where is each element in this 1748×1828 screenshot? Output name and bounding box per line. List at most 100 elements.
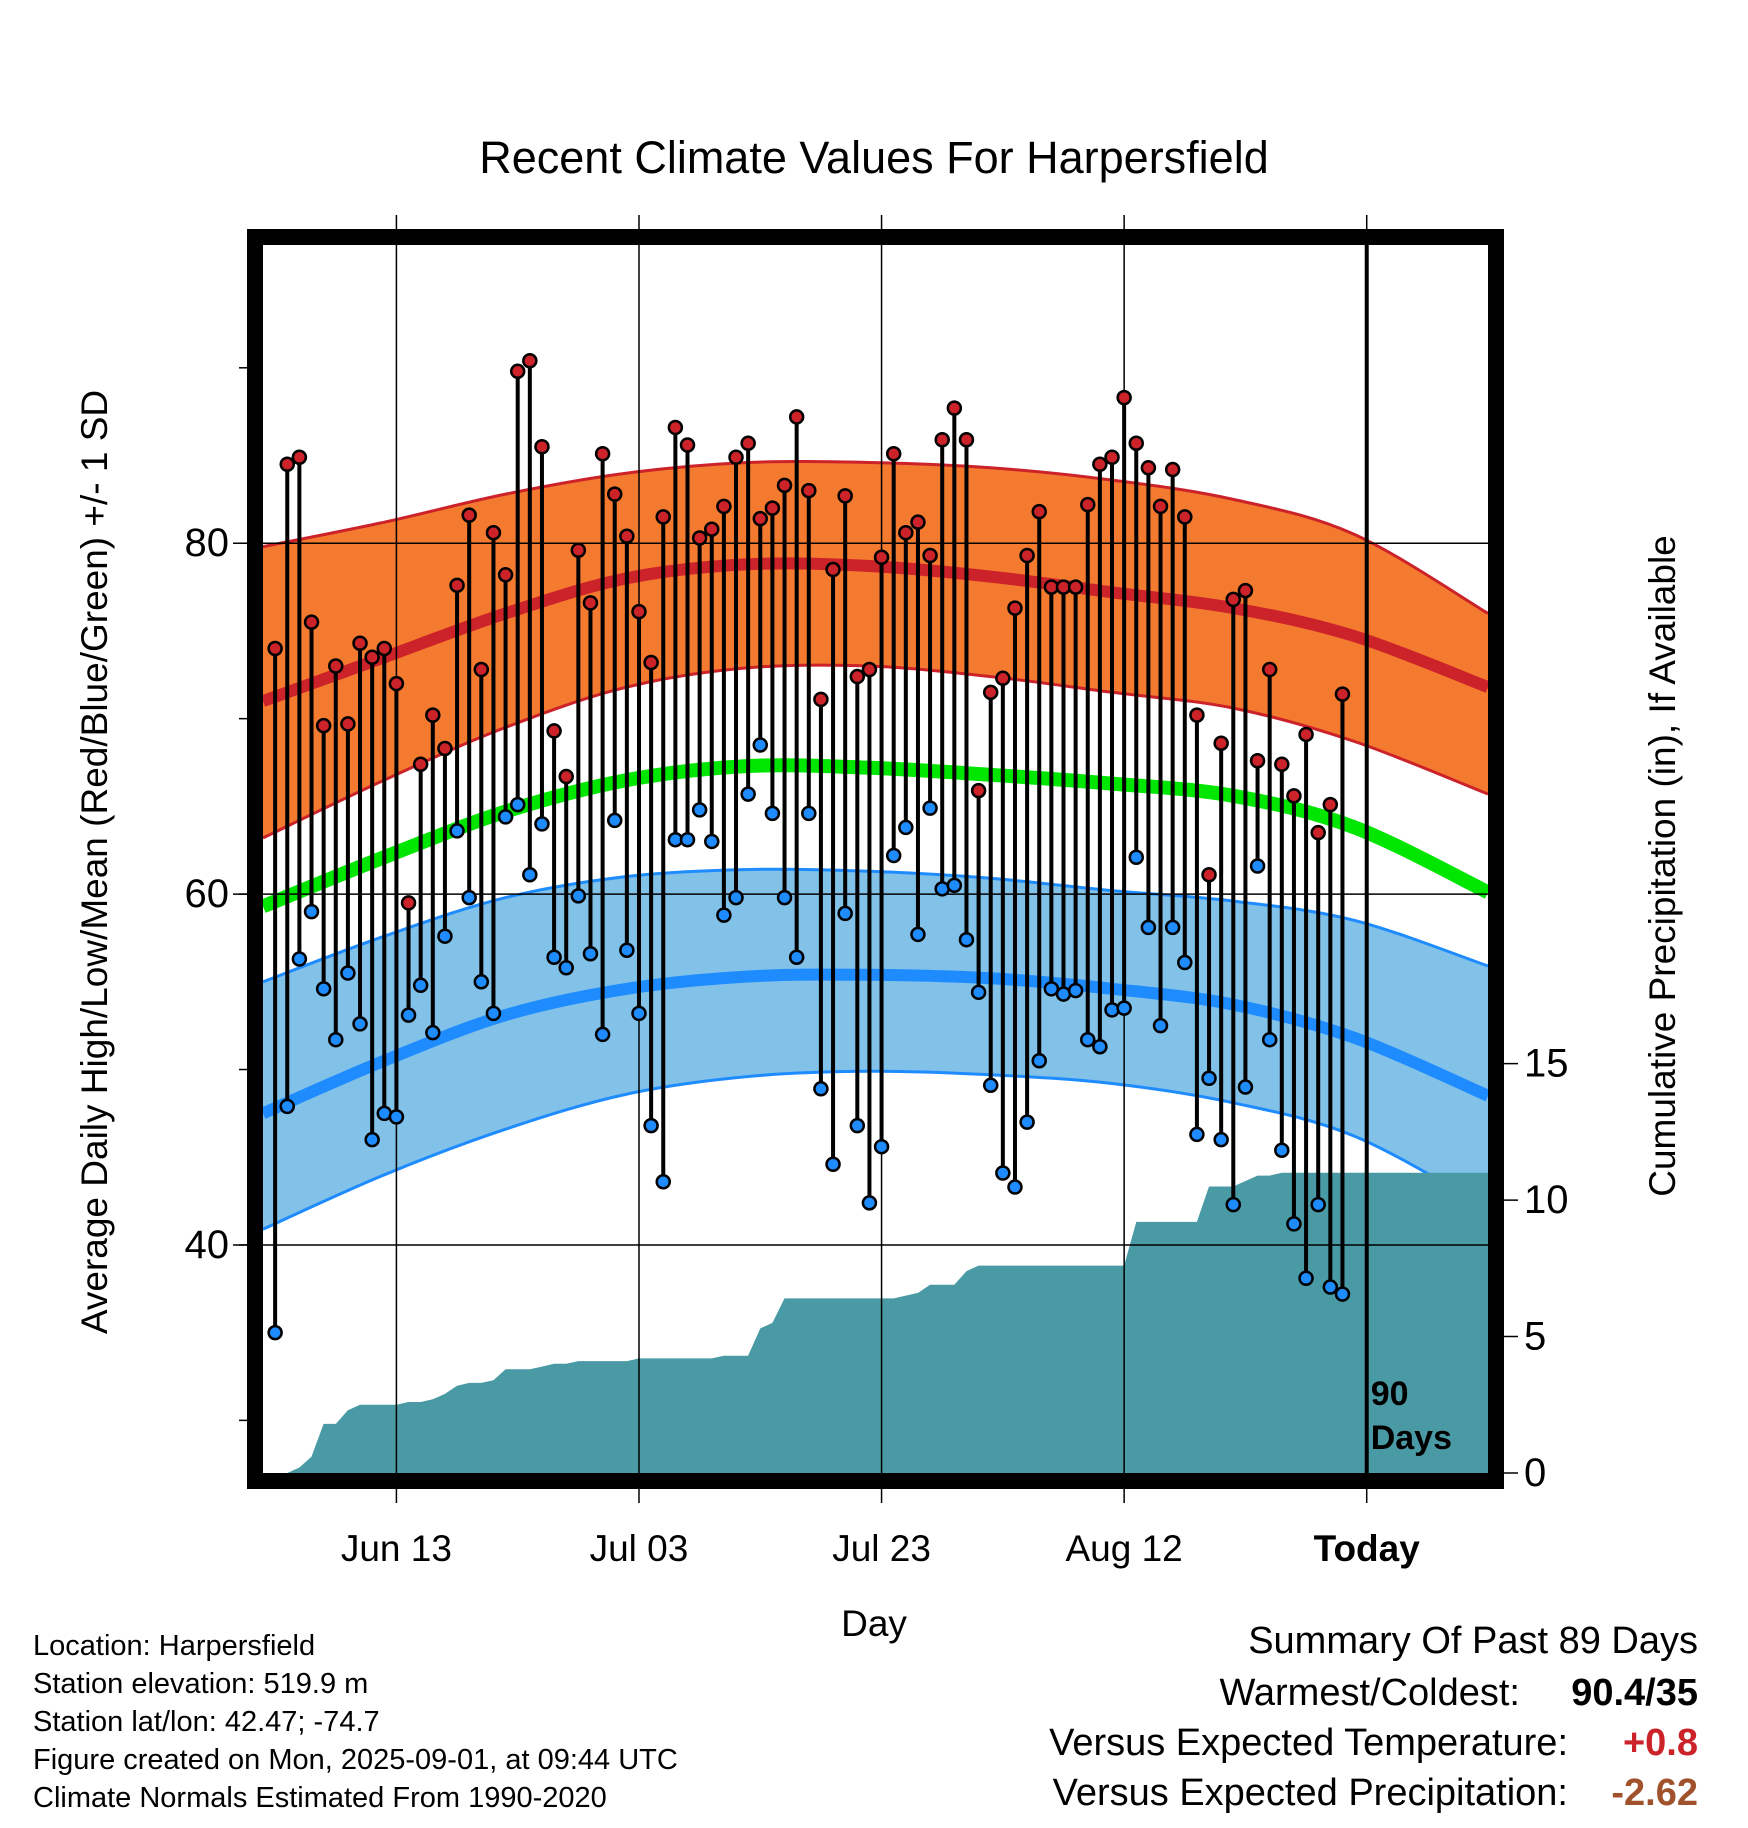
daily-high-point [364,649,380,666]
y-axis-label: Average Daily High/Low/Mean (Red/Blue/Gr… [74,390,115,1334]
daily-high-point [679,437,696,453]
daily-low-point [1225,1196,1242,1213]
daily-high-point [716,498,732,515]
daily-high-point [534,438,550,455]
daily-high-point [982,684,999,701]
daily-high-point [1322,796,1339,813]
daily-high-point [922,547,938,564]
daily-low-point [1164,919,1181,936]
daily-high-point [813,691,829,708]
daily-low-point [1067,982,1084,999]
daily-high-point [1031,503,1047,520]
daily-low-point [801,805,817,822]
daily-high-point [752,510,769,527]
daily-low-point [461,889,477,906]
daily-high-point [412,756,429,773]
y2-tick-label: 10 [1524,1178,1569,1222]
daily-high-point [619,528,635,544]
summary-temp-label: Versus Expected Temperature: [1049,1722,1568,1764]
daily-high-point [655,509,671,525]
daily-low-point [594,1026,611,1043]
daily-low-point [788,949,805,965]
daily-low-point [558,960,574,976]
daily-low-point [910,926,926,943]
daily-high-point [1274,756,1290,773]
today-label-days-count: 90 [1371,1375,1409,1413]
daily-high-point [291,449,308,466]
y2-tick-label: 15 [1524,1042,1569,1086]
daily-low-point [655,1174,671,1190]
daily-high-point [449,577,465,594]
y2-axis-label: Cumulative Precipitation (in), If Availa… [1642,535,1683,1197]
daily-low-point [364,1131,380,1148]
high-sd-band-upper-edge [263,460,1488,615]
daily-low-point [425,1024,441,1041]
x-axis-label: Day [841,1603,907,1644]
daily-high-point [1189,707,1205,723]
daily-high-point [704,521,720,537]
daily-low-point [400,1007,417,1023]
daily-high-point [279,456,296,473]
daily-low-point [412,977,429,994]
footer-normals: Climate Normals Estimated From 1990-2020 [33,1782,607,1814]
footer-created: Figure created on Mon, 2025-09-01, at 09… [33,1744,678,1776]
daily-low-point [1152,1017,1169,1034]
daily-high-point [1261,661,1278,678]
daily-low-point [570,888,587,904]
daily-high-point [400,895,417,911]
daily-high-point [376,640,393,657]
daily-low-point [716,907,732,923]
daily-high-point [1237,582,1254,599]
daily-low-point [1080,1031,1096,1048]
daily-low-point [267,1324,283,1341]
daily-low-point [1189,1126,1205,1143]
daily-low-point [1274,1142,1290,1158]
daily-low-point [1249,858,1266,874]
daily-high-point [522,353,538,369]
daily-low-point [995,1165,1011,1181]
daily-high-point [1019,547,1035,564]
daily-high-point [1140,460,1157,476]
daily-high-point [995,670,1011,687]
daily-high-point [1286,788,1302,804]
daily-low-point [958,931,975,948]
daily-low-point [922,800,938,816]
daily-high-point [1080,496,1096,513]
daily-high-point [825,561,841,578]
daily-high-point [837,488,853,504]
daily-low-point [728,889,744,906]
daily-high-point [849,668,866,685]
daily-low-point [740,786,756,802]
daily-high-point [764,500,781,516]
daily-high-point [1249,753,1266,769]
daily-low-point [885,847,902,864]
daily-high-point [885,446,902,462]
chart-title: Recent Climate Values For Harpersfield [479,132,1268,183]
daily-low-point [1334,1286,1351,1302]
daily-high-point [1225,591,1242,608]
daily-high-point [1213,735,1229,751]
y2-tick-label: 0 [1524,1451,1546,1495]
footer-location: Location: Harpersfield [33,1630,316,1662]
footer-elevation: Station elevation: 519.9 m [33,1668,369,1700]
footer-latlon: Station lat/lon: 42.47; -74.7 [33,1706,380,1738]
daily-high-point [1177,509,1193,525]
daily-high-point [801,482,817,499]
daily-low-point [1177,954,1193,971]
summary-title: Summary Of Past 89 Days [1248,1620,1698,1662]
daily-low-point [1019,1114,1035,1130]
y-tick-label: 40 [185,1223,230,1267]
daily-low-point [970,984,987,1001]
daily-high-point [497,567,514,583]
summary-warmest-value: 90.4/35 [1571,1672,1698,1714]
x-tick-label: Jul 23 [832,1528,931,1569]
daily-low-point [776,889,793,906]
daily-high-point [473,661,490,678]
daily-low-point [340,965,356,981]
daily-low-point [631,1005,647,1022]
daily-low-point [437,928,453,944]
daily-low-point [704,833,720,850]
daily-high-point [558,768,574,785]
daily-high-point [1116,389,1132,406]
daily-low-point [328,1031,344,1048]
